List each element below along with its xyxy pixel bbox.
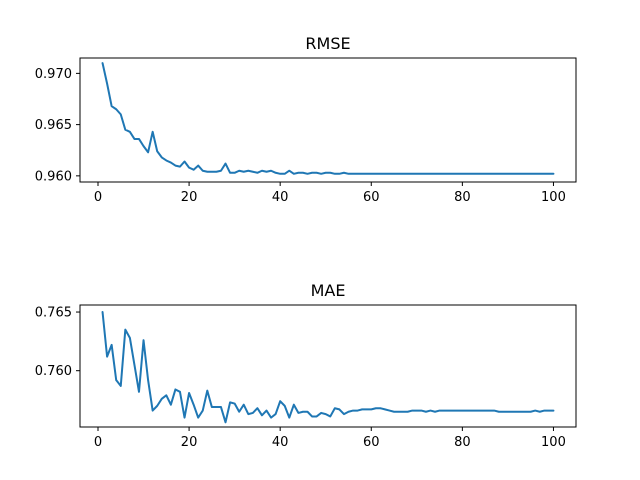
- mae-x-tick-label: 40: [272, 435, 289, 450]
- rmse-title: RMSE: [305, 34, 350, 53]
- mae-y-tick-label: 0.765: [35, 306, 72, 321]
- rmse-subplot: RMSE 0 20 40 60 80 100 0.960 0.965 0.970: [35, 34, 577, 205]
- rmse-y-tick-label: 0.965: [35, 118, 72, 133]
- mae-axes-frame: [79, 304, 577, 428]
- rmse-x-tick-label: 0: [94, 190, 102, 205]
- mae-series-line: [101, 311, 555, 424]
- mae-x-tick-label: 0: [94, 435, 102, 450]
- rmse-y-tick-label: 0.960: [35, 169, 72, 184]
- rmse-x-tick-label: 100: [541, 190, 566, 205]
- mae-y-tick-label: 0.760: [35, 364, 72, 379]
- rmse-series-line: [101, 62, 555, 175]
- mae-x-tick-label: 80: [454, 435, 471, 450]
- mae-subplot: MAE 0 20 40 60 80 100 0.760 0.765: [35, 281, 577, 450]
- rmse-x-tick-label: 80: [454, 190, 471, 205]
- rmse-x-tick-label: 20: [181, 190, 198, 205]
- mae-x-tick-label: 20: [181, 435, 198, 450]
- mae-x-tick-label: 60: [363, 435, 380, 450]
- rmse-x-tick-label: 60: [363, 190, 380, 205]
- mae-title: MAE: [311, 281, 346, 300]
- mae-x-tick-label: 100: [541, 435, 566, 450]
- rmse-x-tick-label: 40: [272, 190, 289, 205]
- rmse-y-tick-label: 0.970: [35, 67, 72, 82]
- rmse-axes-frame: [79, 57, 577, 183]
